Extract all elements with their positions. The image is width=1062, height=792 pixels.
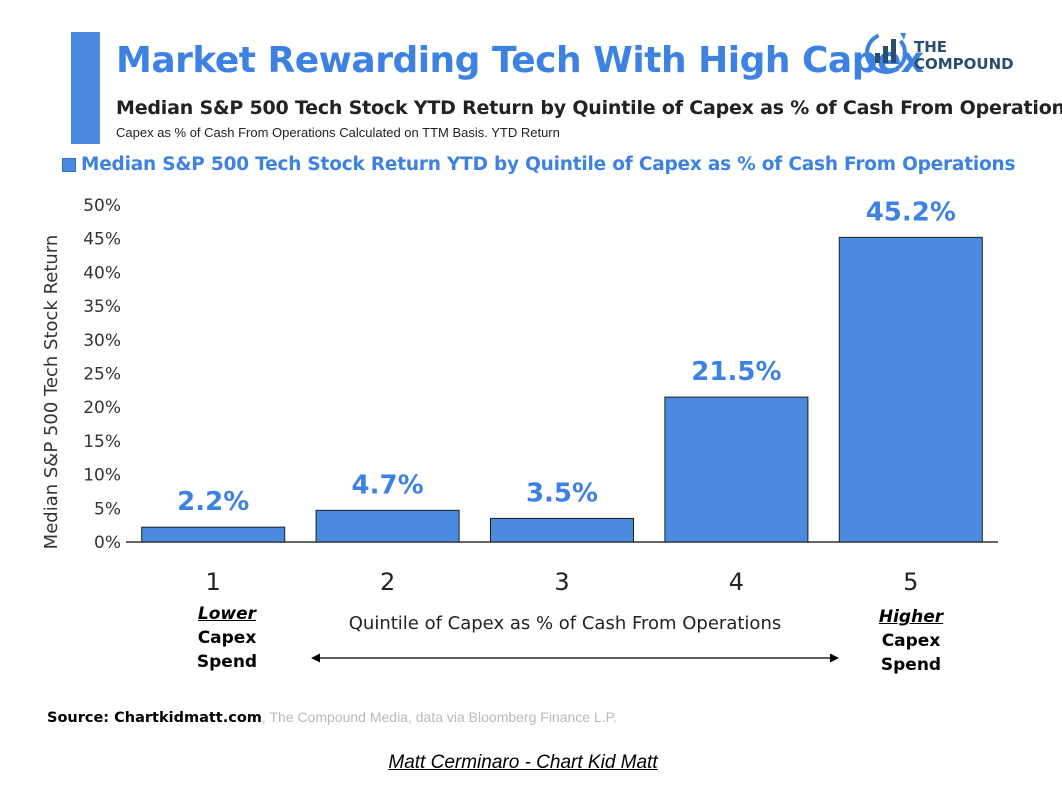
higher-line3: Spend bbox=[880, 655, 942, 675]
x-tick-label: 2 bbox=[380, 568, 395, 596]
chart-subtitle: Median S&P 500 Tech Stock YTD Return by … bbox=[116, 97, 1062, 119]
title-accent-bar bbox=[71, 32, 100, 144]
source-note: Source: Chartkidmatt.com, The Compound M… bbox=[47, 709, 617, 726]
x-tick-label: 4 bbox=[729, 568, 744, 596]
legend-label: Median S&P 500 Tech Stock Return YTD by … bbox=[81, 154, 1016, 175]
y-tick-label: 20% bbox=[83, 398, 121, 418]
x-axis-label: Quintile of Capex as % of Cash From Oper… bbox=[349, 613, 781, 634]
data-label: 21.5% bbox=[691, 357, 781, 387]
source-bold: Source: Chartkidmatt.com bbox=[47, 710, 262, 726]
lower-capex-annotation: Lower Capex Spend bbox=[177, 602, 277, 674]
lower-emph: Lower bbox=[197, 604, 257, 624]
bar-quintile-1 bbox=[141, 526, 286, 543]
logo-wordmark: THE COMPOUND bbox=[914, 39, 1014, 73]
lower-line3: Spend bbox=[196, 652, 258, 672]
logo-line-2: COMPOUND bbox=[914, 55, 1014, 73]
higher-capex-annotation: Higher Capex Spend bbox=[861, 605, 961, 677]
y-tick-label: 35% bbox=[83, 297, 121, 317]
y-tick-label: 0% bbox=[94, 533, 121, 553]
logo-line-1: THE bbox=[914, 38, 948, 56]
higher-line2: Capex bbox=[881, 631, 941, 651]
data-label: 4.7% bbox=[352, 470, 424, 500]
source-rest: , The Compound Media, data via Bloomberg… bbox=[261, 709, 618, 725]
data-label: 3.5% bbox=[526, 478, 598, 508]
y-tick-label: 30% bbox=[83, 331, 121, 351]
legend-swatch bbox=[62, 157, 76, 172]
bar-chart: 0% 5% 10% 15% 20% 25% 30% 35% 40% 45% 50% 2.2% 4.7%… bbox=[41, 196, 998, 663]
author-credit: Matt Cerminaro - Chart Kid Matt bbox=[388, 752, 658, 773]
y-tick-label: 15% bbox=[83, 432, 121, 452]
bar-quintile-4 bbox=[664, 396, 809, 543]
y-axis-label: Median S&P 500 Tech Stock Return bbox=[41, 235, 62, 550]
y-tick-label: 45% bbox=[83, 230, 121, 250]
y-tick-label: 25% bbox=[83, 365, 121, 385]
y-tick-label: 10% bbox=[83, 466, 121, 486]
x-tick-label: 3 bbox=[554, 568, 569, 596]
x-tick-label: 5 bbox=[903, 568, 918, 596]
lower-line2: Capex bbox=[197, 628, 257, 648]
y-tick-label: 40% bbox=[83, 263, 121, 283]
higher-emph: Higher bbox=[878, 607, 944, 627]
the-compound-logo bbox=[865, 32, 907, 74]
y-tick-label: 5% bbox=[94, 499, 121, 519]
chart-legend: Median S&P 500 Tech Stock Return YTD by … bbox=[62, 154, 1015, 175]
bar-quintile-3 bbox=[489, 517, 635, 543]
data-label: 2.2% bbox=[177, 487, 249, 517]
bar-quintile-2 bbox=[315, 509, 460, 543]
x-tick-label: 1 bbox=[206, 568, 221, 596]
chart-title: Market Rewarding Tech With High Capex bbox=[116, 40, 924, 81]
bar-quintile-5 bbox=[838, 236, 983, 543]
data-label: 45.2% bbox=[866, 197, 956, 227]
chart-note: Capex as % of Cash From Operations Calcu… bbox=[116, 125, 560, 140]
y-tick-label: 50% bbox=[83, 196, 121, 216]
